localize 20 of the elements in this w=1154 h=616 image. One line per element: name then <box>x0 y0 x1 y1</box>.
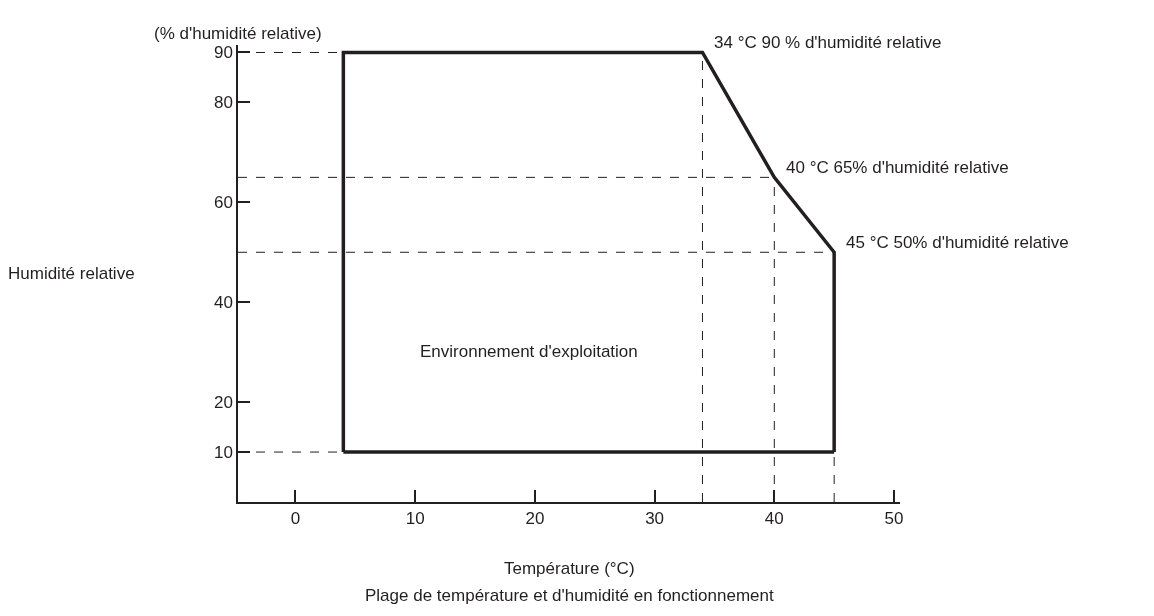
x-tick-label: 20 <box>525 509 545 529</box>
y-tick-label: 40 <box>213 293 233 313</box>
y-tick-label: 60 <box>213 193 233 213</box>
x-tick-label: 50 <box>884 509 904 529</box>
y-tick-label: 10 <box>213 443 233 462</box>
annotation: Environnement d'exploitation <box>420 342 638 361</box>
x-axis-title: Température (°C) <box>504 559 635 578</box>
annotation: 40 °C 65% d'humidité relative <box>786 158 1009 177</box>
x-tick-label: 30 <box>645 509 665 529</box>
y-tick-label: 80 <box>213 93 233 113</box>
annotation: 45 °C 50% d'humidité relative <box>846 233 1069 252</box>
text: Plage de température et d'humidité en fonctionnement <box>365 586 774 605</box>
y-axis-title: Humidité relative <box>8 264 135 283</box>
x-tick-label: 10 <box>405 509 425 529</box>
x-tick-label: 40 <box>764 509 784 529</box>
annotation: 34 °C 90 % d'humidité relative <box>714 33 942 52</box>
x-tick-label: 0 <box>290 509 301 529</box>
y-tick-label: 20 <box>213 393 233 413</box>
y-tick-label: 90 <box>213 43 233 63</box>
text: (% d'humidité relative) <box>154 24 322 43</box>
